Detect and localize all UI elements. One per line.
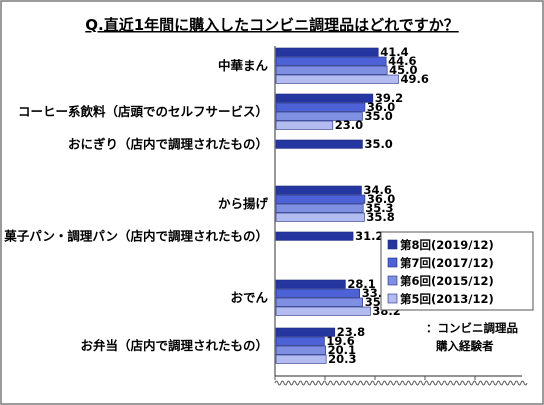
bar <box>275 93 374 103</box>
bar-value-label: 41.4 <box>380 45 408 59</box>
legend-label: 第7回(2017/12) <box>400 256 494 270</box>
legend-box <box>380 231 534 311</box>
bar-value-label: 44.6 <box>388 54 416 68</box>
legend-label: 第6回(2015/12) <box>400 274 494 288</box>
bar-value-label: 23.8 <box>337 325 365 339</box>
bar-value-label: 36.0 <box>367 192 395 206</box>
bar <box>275 203 364 213</box>
bar-value-label: 31.2 <box>355 229 383 243</box>
bar <box>275 56 387 66</box>
bar-value-label: 36.0 <box>367 100 395 114</box>
legend-swatch <box>387 275 398 286</box>
bar <box>275 74 399 84</box>
bar-value-label: 28.1 <box>347 277 375 291</box>
category-label: 菓子パン・調理パン（店内で調理されたもの） <box>3 229 268 244</box>
bar-value-label: 35.0 <box>364 137 392 151</box>
bar <box>275 288 361 298</box>
bar <box>275 327 336 337</box>
bar-value-label: 35.3 <box>365 201 393 215</box>
legend-swatch <box>387 239 398 250</box>
bar-value-label: 20.3 <box>328 352 356 366</box>
annotation-line-2: 購入経験者 <box>435 339 494 353</box>
bar <box>275 185 362 195</box>
bar <box>275 354 327 364</box>
category-label: から揚げ <box>218 196 269 211</box>
bar-value-label: 20.1 <box>328 343 356 357</box>
bar <box>275 102 366 112</box>
bar-value-label: 34.6 <box>363 183 391 197</box>
legend-swatch <box>387 293 398 304</box>
legend-label: 第8回(2019/12) <box>400 238 494 252</box>
bar-value-label: 19.6 <box>326 334 354 348</box>
bar <box>275 120 334 130</box>
category-label: お弁当（店内で調理されたもの） <box>80 338 268 353</box>
bar <box>275 65 388 75</box>
category-label: 中華まん <box>218 58 269 73</box>
axis-break-wave <box>274 380 528 386</box>
bar <box>275 279 346 289</box>
bar <box>275 47 379 57</box>
bar <box>275 139 363 149</box>
category-label: コーヒー系飲料（店頭でのセルフサービス） <box>18 104 268 119</box>
legend-swatch <box>387 257 398 268</box>
bar <box>275 297 363 307</box>
bar-value-label: 45.0 <box>389 63 417 77</box>
legend-label: 第5回(2013/12) <box>400 292 494 306</box>
bar-value-label: 39.2 <box>375 91 403 105</box>
bar <box>275 306 371 316</box>
bar-value-label: 35.8 <box>366 210 394 224</box>
bar-value-label: 49.6 <box>401 72 429 86</box>
bar-value-label: 35.0 <box>364 109 392 123</box>
bar <box>275 194 366 204</box>
bar <box>275 231 354 241</box>
category-label: おにぎり（店内で調理されたもの） <box>68 137 268 152</box>
annotation-line-1: ：コンビニ調理品 <box>426 321 518 335</box>
bar <box>275 336 325 346</box>
chart-title: Q.直近1年間に購入したコンビニ調理品はどれですか？ <box>85 16 458 34</box>
bar <box>275 111 363 121</box>
bar-value-label: 23.0 <box>335 118 363 132</box>
bar <box>275 345 326 355</box>
bar <box>275 212 365 222</box>
category-label: おでん <box>230 290 268 305</box>
